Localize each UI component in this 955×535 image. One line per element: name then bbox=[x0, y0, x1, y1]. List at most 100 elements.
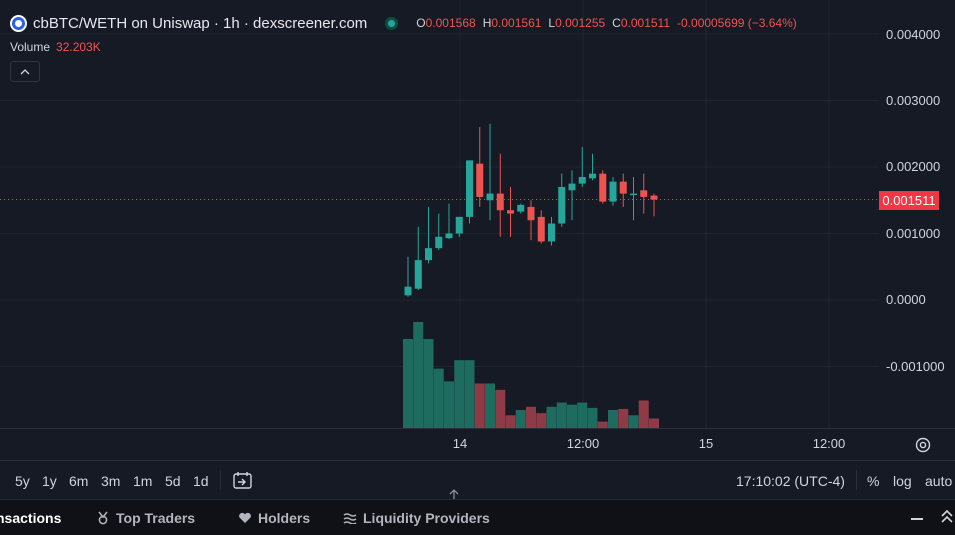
volume-bar bbox=[464, 360, 475, 428]
timeframe-1d-button[interactable]: 1d bbox=[193, 473, 209, 489]
candle-body bbox=[466, 160, 473, 217]
candle-body bbox=[619, 181, 627, 194]
timeframe-1m-button[interactable]: 1m bbox=[133, 473, 153, 489]
candle-body bbox=[517, 204, 525, 212]
close-label: C bbox=[612, 16, 621, 30]
candle-body bbox=[507, 210, 514, 214]
volume-bar bbox=[403, 338, 413, 428]
candle-body bbox=[425, 248, 432, 261]
timezone-clock[interactable]: 17:10:02 (UTC-4) bbox=[736, 473, 845, 489]
candle-body bbox=[496, 193, 504, 211]
log-scale-button[interactable]: log bbox=[893, 473, 912, 489]
candle-body bbox=[640, 190, 648, 197]
goto-date-icon[interactable] bbox=[232, 471, 254, 491]
price-change: -0.00005699 (−3.64%) bbox=[677, 16, 797, 30]
candle-body bbox=[609, 181, 617, 202]
volume-bar bbox=[608, 409, 618, 428]
volume-bar bbox=[474, 383, 485, 428]
collapse-legend-button[interactable] bbox=[10, 61, 40, 82]
timeframe-5y-button[interactable]: 5y bbox=[15, 473, 30, 489]
volume-bar bbox=[444, 381, 454, 428]
price-axis-label: 0.0000 bbox=[886, 292, 926, 307]
price-axis-label: 0.002000 bbox=[886, 159, 941, 174]
candle-body bbox=[455, 216, 463, 234]
tab-transactions[interactable]: nsactions bbox=[0, 510, 61, 526]
candle-body bbox=[527, 206, 535, 221]
volume-bar bbox=[567, 404, 577, 428]
candlesticks bbox=[404, 123, 658, 297]
open-label: O bbox=[416, 16, 426, 30]
double-chevron-up-icon[interactable] bbox=[940, 508, 954, 526]
bottom-toolbar: 5y 1y 6m 3m 1m 5d 1d 17:10:02 (UTC-4) % … bbox=[0, 460, 955, 498]
volume-bar bbox=[587, 407, 598, 428]
volume-bar bbox=[526, 406, 536, 428]
candle-body bbox=[435, 236, 443, 249]
price-axis-label: -0.001000 bbox=[886, 359, 945, 374]
volume-bar bbox=[413, 322, 424, 428]
time-axis-label: 12:00 bbox=[566, 436, 600, 451]
tab-holders[interactable]: Holders bbox=[238, 510, 310, 526]
last-price-badge: 0.001511 bbox=[879, 191, 939, 210]
volume-bar bbox=[505, 415, 516, 428]
volume-bar bbox=[423, 338, 434, 428]
candle-body bbox=[578, 176, 586, 184]
candle-body bbox=[486, 193, 494, 201]
percent-scale-button[interactable]: % bbox=[867, 473, 880, 489]
heart-icon bbox=[239, 512, 251, 523]
tab-liquidity-providers[interactable]: Liquidity Providers bbox=[343, 510, 490, 526]
timeframe-1y-button[interactable]: 1y bbox=[42, 473, 57, 489]
gear-icon[interactable] bbox=[914, 436, 932, 454]
candle-body bbox=[568, 183, 576, 191]
low-label: L bbox=[548, 16, 556, 30]
chart-header: cbBTC/WETH on Uniswap · 1h · dexscreener… bbox=[10, 12, 797, 34]
auto-scale-button[interactable]: auto bbox=[925, 473, 953, 489]
pair-title: cbBTC/WETH on Uniswap · 1h · dexscreener… bbox=[33, 14, 368, 32]
tab-liquidity-providers-label: Liquidity Providers bbox=[363, 510, 490, 526]
candle-body bbox=[589, 173, 596, 179]
toolbar-divider bbox=[220, 470, 221, 490]
ohlc-legend: O0.001568 H0.001561 L0.001255 C0.001511 … bbox=[416, 16, 797, 30]
high-label: H bbox=[482, 16, 492, 30]
volume-bar bbox=[577, 402, 588, 428]
high-value: 0.001561 bbox=[491, 16, 542, 30]
volume-bar bbox=[515, 409, 526, 428]
candle-body bbox=[548, 223, 555, 242]
volume-legend: Volume 32.203K bbox=[10, 40, 101, 54]
timeframe-6m-button[interactable]: 6m bbox=[69, 473, 89, 489]
candle-body bbox=[537, 216, 545, 242]
tab-top-traders-label: Top Traders bbox=[116, 510, 196, 526]
time-axis-label: 14 bbox=[452, 436, 468, 451]
open-value: 0.001568 bbox=[425, 16, 476, 30]
candle-body bbox=[445, 233, 453, 239]
volume-bar bbox=[638, 400, 649, 428]
volume-bar bbox=[454, 360, 465, 428]
candle-body bbox=[630, 193, 637, 196]
minus-icon[interactable] bbox=[908, 510, 926, 526]
price-axis-label: 0.003000 bbox=[886, 93, 941, 108]
low-value: 0.001255 bbox=[555, 16, 606, 30]
price-axis-label: 0.004000 bbox=[886, 27, 941, 42]
candle-body bbox=[476, 163, 484, 197]
close-value: 0.001511 bbox=[620, 16, 671, 30]
volume-bar bbox=[597, 421, 608, 428]
time-axis-label: 15 bbox=[698, 436, 714, 451]
medal-icon bbox=[98, 511, 108, 525]
toolbar-divider bbox=[856, 470, 857, 490]
volume-bar bbox=[556, 402, 567, 428]
candle-body bbox=[404, 286, 412, 296]
volume-bar bbox=[536, 413, 547, 428]
bottom-tab-bar: nsactions Top Traders Holders Liquidity … bbox=[0, 499, 955, 535]
volume-label: Volume bbox=[10, 40, 51, 54]
tab-top-traders[interactable]: Top Traders bbox=[96, 510, 195, 526]
timeframe-3m-button[interactable]: 3m bbox=[101, 473, 121, 489]
volume-value: 32.203K bbox=[56, 40, 101, 54]
timeframe-5d-button[interactable]: 5d bbox=[165, 473, 181, 489]
volume-bar bbox=[495, 389, 506, 428]
chart-grid bbox=[0, 0, 955, 429]
volume-bar bbox=[628, 415, 639, 428]
cbbtc-coin-icon bbox=[10, 14, 27, 32]
volume-bar bbox=[618, 408, 629, 428]
tab-holders-label: Holders bbox=[258, 510, 311, 526]
price-axis-label: 0.001000 bbox=[886, 226, 941, 241]
